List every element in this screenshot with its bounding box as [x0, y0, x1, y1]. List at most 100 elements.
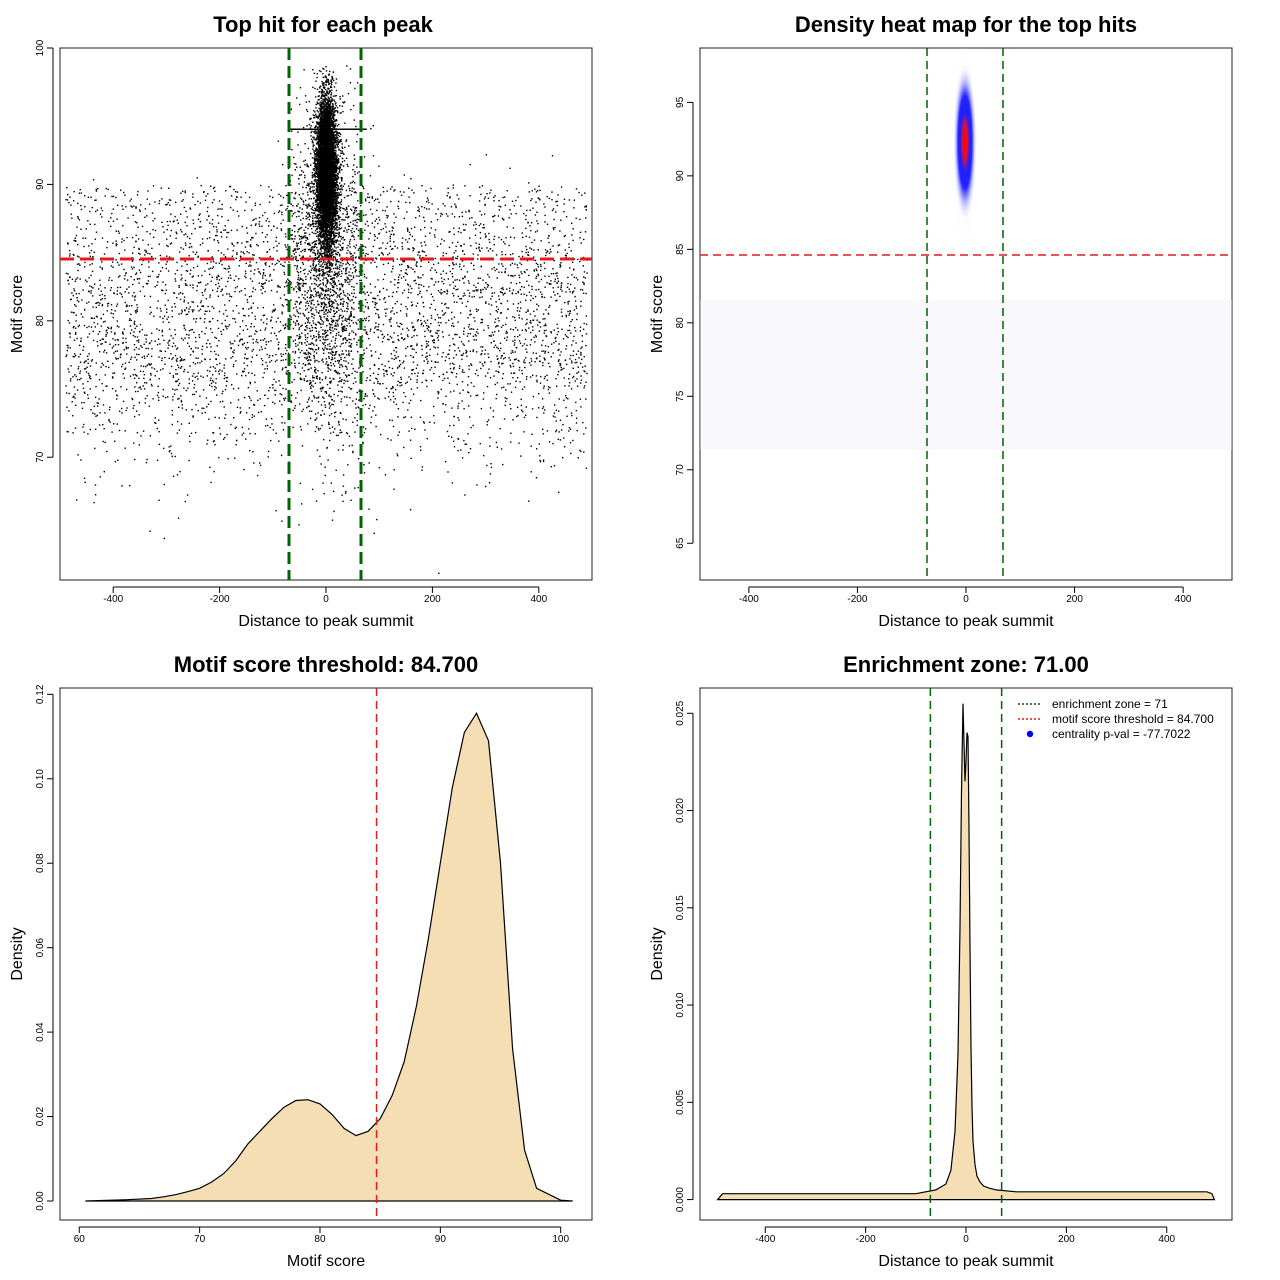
scatter-point: [453, 216, 456, 218]
scatter-point: [328, 414, 331, 417]
scatter-point: [304, 298, 306, 300]
scatter-point: [572, 367, 574, 369]
scatter-point: [179, 292, 182, 294]
scatter-point: [68, 202, 70, 204]
scatter-point: [68, 283, 70, 285]
scatter-point: [504, 243, 506, 245]
scatter-point: [246, 232, 249, 234]
scatter-point: [209, 358, 211, 361]
scatter-point: [310, 387, 312, 390]
scatter-point: [245, 201, 247, 203]
scatter-point: [498, 366, 501, 368]
scatter-point: [227, 280, 229, 283]
scatter-point: [133, 368, 136, 371]
scatter-point: [544, 323, 547, 325]
scatter-point: [473, 264, 475, 267]
scatter-point: [528, 182, 530, 184]
scatter-point: [277, 343, 279, 346]
scatter-point: [396, 247, 399, 249]
scatter-point: [362, 249, 364, 251]
scatter-point: [362, 434, 364, 436]
scatter-point: [512, 351, 514, 353]
scatter-point: [235, 444, 237, 446]
scatter-point: [174, 273, 177, 275]
scatter-point: [79, 372, 81, 374]
scatter-point: [254, 202, 257, 204]
scatter-point: [407, 296, 409, 299]
scatter-point: [341, 246, 343, 249]
scatter-point: [304, 322, 307, 324]
scatter-point: [116, 218, 118, 220]
scatter-point: [350, 499, 352, 501]
scatter-point: [574, 358, 577, 361]
scatter-point: [311, 130, 313, 133]
scatter-point: [496, 306, 498, 308]
scatter-point: [458, 216, 461, 218]
scatter-point: [175, 369, 177, 371]
scatter-point: [341, 329, 343, 331]
scatter-point: [383, 191, 385, 193]
scatter-point: [364, 393, 367, 395]
scatter-point: [397, 408, 400, 410]
scatter-point: [576, 313, 578, 315]
scatter-point: [348, 316, 350, 319]
scatter-point: [521, 272, 523, 275]
scatter-point: [92, 330, 94, 333]
scatter-point: [309, 322, 311, 324]
scatter-point: [193, 331, 195, 334]
scatter-point: [253, 404, 255, 406]
scatter-point: [482, 227, 484, 229]
scatter-point: [473, 385, 475, 388]
scatter-point: [525, 323, 527, 326]
scatter-point: [144, 249, 146, 251]
scatter-point: [362, 357, 364, 360]
scatter-point: [514, 316, 516, 319]
scatter-point: [104, 349, 106, 351]
scatter-point: [583, 356, 585, 358]
scatter-point: [81, 407, 84, 409]
scatter-point: [282, 353, 285, 356]
scatter-point: [242, 308, 244, 310]
scatter-point: [382, 242, 384, 244]
scatter-point: [475, 308, 478, 310]
scatter-point: [360, 279, 363, 282]
scatter-point: [277, 284, 279, 287]
scatter-point: [542, 318, 544, 320]
scatter-point: [210, 346, 212, 348]
scatter-point: [365, 200, 367, 202]
scatter-point: [372, 389, 374, 391]
scatter-point: [187, 387, 189, 389]
scatter-point: [536, 303, 538, 305]
scatter-point: [358, 256, 360, 258]
scatter-point: [205, 284, 207, 286]
scatter-point: [433, 415, 435, 417]
scatter-point: [262, 306, 264, 309]
scatter-point: [340, 292, 342, 295]
scatter-point: [439, 215, 442, 217]
scatter-point: [409, 285, 412, 287]
scatter-point: [82, 387, 85, 389]
scatter-point: [171, 306, 173, 308]
scatter-point: [447, 353, 449, 356]
scatter-point: [309, 383, 311, 385]
scatter-point: [73, 239, 75, 242]
scatter-point: [345, 279, 347, 282]
scatter-point: [525, 214, 527, 217]
scatter-point: [421, 296, 423, 298]
scatter-point: [559, 295, 561, 298]
scatter-point: [576, 385, 579, 387]
scatter-point: [491, 331, 494, 334]
scatter-point: [244, 270, 247, 272]
scatter-point: [467, 433, 469, 435]
scatter-point: [416, 364, 419, 366]
scatter-point: [331, 305, 334, 307]
scatter-point: [136, 325, 138, 327]
scatter-point: [440, 273, 442, 275]
scatter-point: [158, 443, 161, 446]
scatter-point: [243, 253, 245, 255]
scatter-point: [550, 332, 552, 334]
scatter-point: [351, 278, 353, 281]
scatter-point: [122, 208, 124, 210]
scatter-point: [295, 345, 297, 347]
scatter-point: [463, 439, 465, 442]
